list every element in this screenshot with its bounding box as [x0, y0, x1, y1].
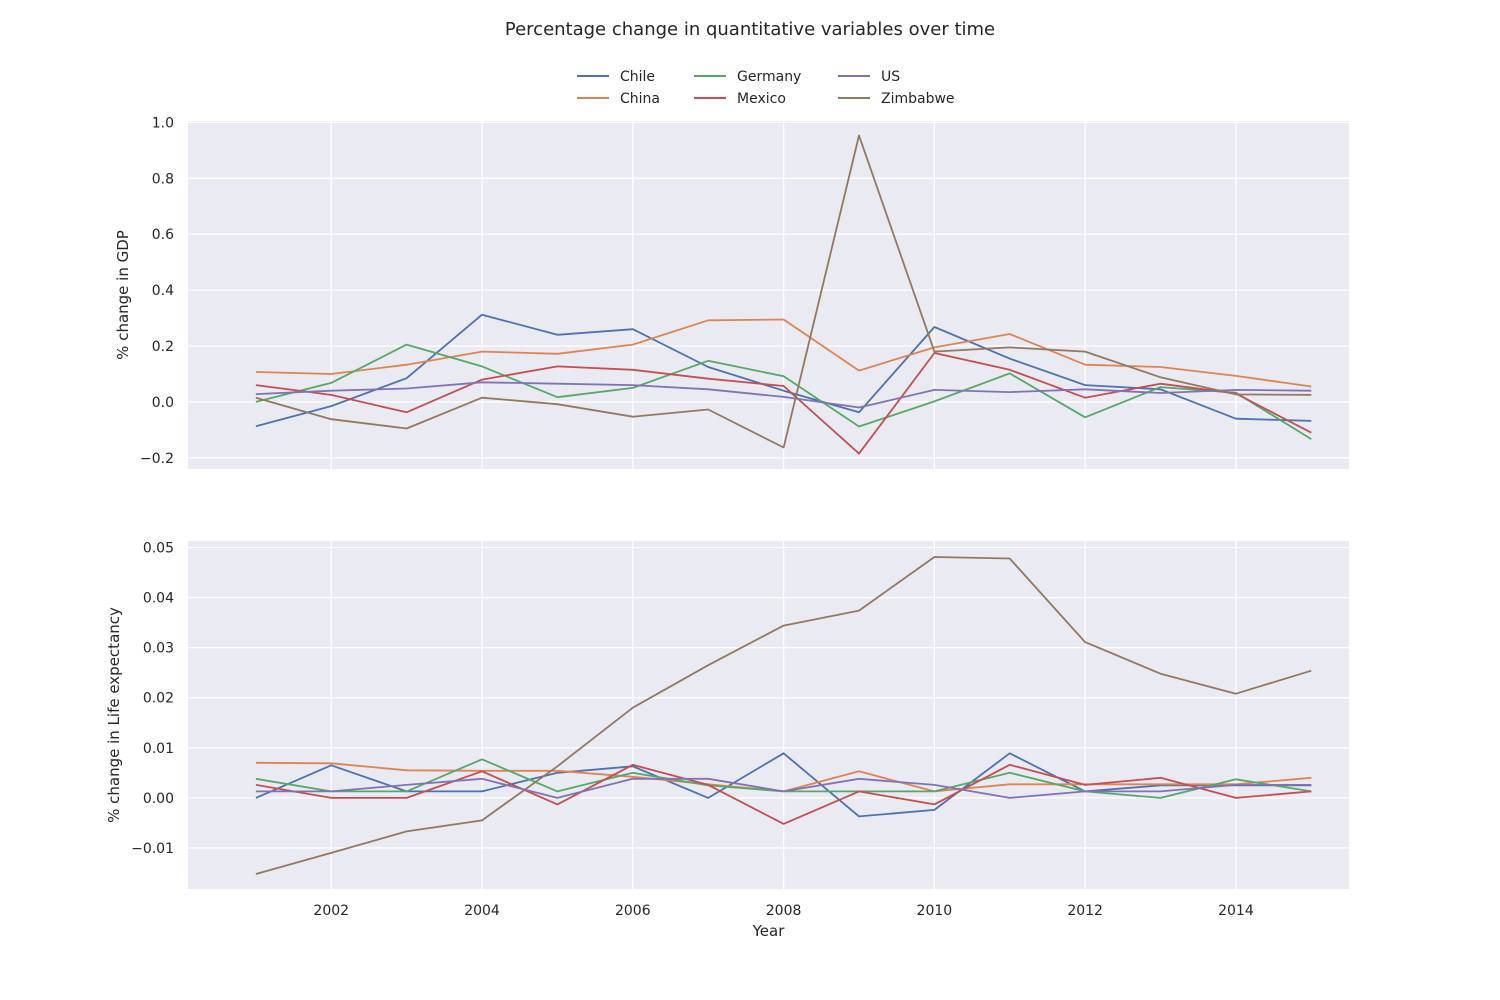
y-tick-label: 0.03: [143, 641, 174, 657]
plot-area-0: [188, 121, 1349, 469]
series-line-mexico: [255, 352, 1312, 455]
y-tick-label: 1.0: [152, 115, 174, 131]
y-tick-label: 0.2: [152, 339, 174, 355]
legend-label-chile: Chile: [620, 69, 655, 85]
series-line-zimbabwe: [255, 134, 1312, 449]
legend-label-us: US: [881, 69, 900, 85]
x-tick-label: 2010: [917, 903, 953, 919]
y-axis-label: % change in GDP: [114, 230, 132, 360]
legend-label-mexico: Mexico: [737, 91, 786, 107]
y-tick-label: 0.0: [152, 395, 174, 411]
y-tick-label: 0.05: [143, 541, 174, 557]
y-tick-label: −0.01: [131, 841, 174, 857]
y-tick-label: 0.02: [143, 691, 174, 707]
x-tick-label: 2002: [313, 903, 349, 919]
legend-label-germany: Germany: [737, 69, 801, 85]
x-tick-label: 2014: [1218, 903, 1254, 919]
series-line-chile: [255, 752, 1312, 818]
gdp-panel: −0.2 0.0 0.2 0.4 0.6 0.8 1.0 % change in GDP: [114, 115, 1349, 469]
y-tick-label: 0.8: [152, 171, 174, 187]
series-line-china: [255, 318, 1312, 388]
y-tick-label: 0.04: [143, 591, 174, 607]
y-tick-label: 0.01: [143, 741, 174, 757]
x-tick-label: 2004: [464, 903, 500, 919]
legend-label-china: China: [620, 91, 660, 107]
y-tick-label: 0.4: [152, 283, 174, 299]
y-tick-label: 0.00: [143, 791, 174, 807]
chart-title: Percentage change in quantitative variab…: [505, 19, 995, 40]
x-axis-label: Year: [752, 922, 786, 940]
x-tick-label: 2006: [615, 903, 651, 919]
x-tick-label: 2012: [1067, 903, 1103, 919]
series-line-zimbabwe: [255, 556, 1312, 875]
legend: Chile China Germany Mexico US Zimbabwe: [577, 69, 955, 107]
series-line-mexico: [255, 763, 1312, 825]
legend-label-zimbabwe: Zimbabwe: [881, 91, 955, 107]
series-line-germany: [255, 343, 1312, 440]
x-tick-label: 2008: [766, 903, 802, 919]
series-line-us: [255, 777, 1312, 799]
y-axis-label: % change in Life expectancy: [105, 607, 123, 823]
plot-area-1: [188, 541, 1349, 889]
series-line-us: [255, 381, 1312, 409]
life-expectancy-panel: −0.01 0.00 0.01 0.02 0.03 0.04 0.05 2002 2004 200…: [105, 541, 1349, 940]
y-tick-label: 0.6: [152, 227, 174, 243]
y-tick-label: −0.2: [140, 451, 174, 467]
